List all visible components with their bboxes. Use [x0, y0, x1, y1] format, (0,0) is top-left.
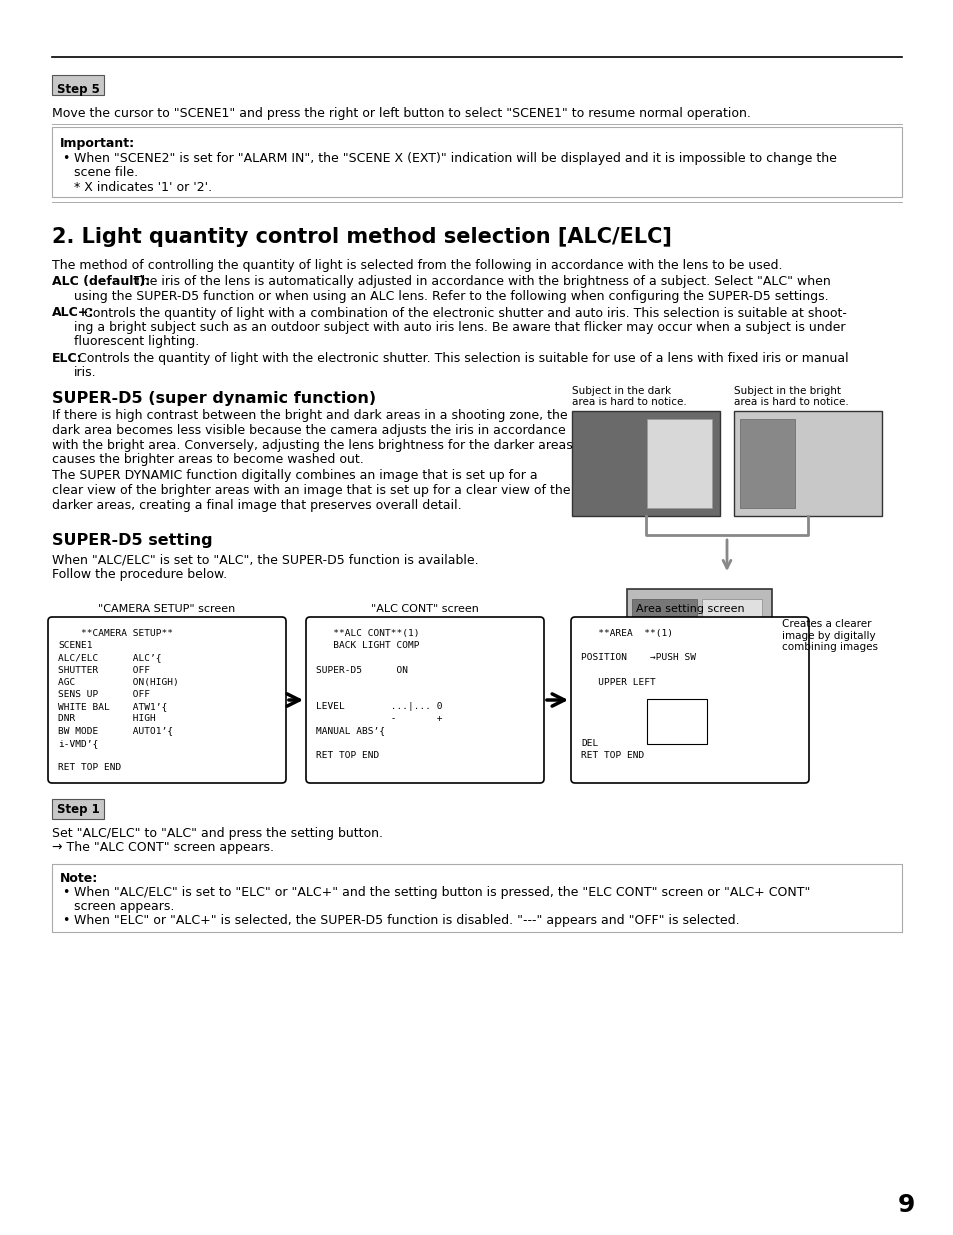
Text: RET TOP END: RET TOP END: [580, 751, 643, 760]
Text: iris.: iris.: [74, 367, 96, 379]
Text: -       +: - +: [315, 714, 442, 724]
Text: * X indicates '1' or '2'.: * X indicates '1' or '2'.: [74, 182, 212, 194]
Text: UPPER LEFT: UPPER LEFT: [580, 678, 655, 687]
Text: The iris of the lens is automatically adjusted in accordance with the brightness: The iris of the lens is automatically ad…: [130, 275, 829, 289]
Text: The SUPER DYNAMIC function digitally combines an image that is set up for a: The SUPER DYNAMIC function digitally com…: [52, 469, 537, 483]
Text: scene file.: scene file.: [74, 165, 138, 179]
Text: darker areas, creating a final image that preserves overall detail.: darker areas, creating a final image tha…: [52, 499, 461, 511]
Bar: [626, 589, 771, 719]
Text: POSITION    →PUSH SW: POSITION →PUSH SW: [580, 653, 696, 662]
Text: SUPER-D5      ON: SUPER-D5 ON: [315, 666, 408, 674]
Text: **CAMERA SETUP**: **CAMERA SETUP**: [58, 629, 172, 638]
Text: BW MODE      AUTO1’{: BW MODE AUTO1’{: [58, 726, 172, 736]
Text: ELC:: ELC:: [52, 352, 83, 366]
Bar: [52, 127, 901, 198]
Text: •: •: [62, 885, 70, 899]
Text: Follow the procedure below.: Follow the procedure below.: [52, 568, 227, 580]
Text: WHITE BAL    ATW1’{: WHITE BAL ATW1’{: [58, 703, 167, 711]
Text: When "ALC/ELC" is set to "ELC" or "ALC+" and the setting button is pressed, the : When "ALC/ELC" is set to "ELC" or "ALC+"…: [74, 885, 809, 899]
Text: clear view of the brighter areas with an image that is set up for a clear view o: clear view of the brighter areas with an…: [52, 484, 570, 496]
Bar: [572, 411, 720, 516]
Text: "ALC CONT" screen: "ALC CONT" screen: [371, 604, 478, 615]
Text: If there is high contrast between the bright and dark areas in a shooting zone, : If there is high contrast between the br…: [52, 410, 567, 422]
Text: ALC+:: ALC+:: [52, 306, 94, 320]
Text: **ALC CONT**(1): **ALC CONT**(1): [315, 629, 419, 638]
Text: Set "ALC/ELC" to "ALC" and press the setting button.: Set "ALC/ELC" to "ALC" and press the set…: [52, 827, 382, 840]
Bar: [52, 75, 104, 95]
Bar: [646, 419, 711, 508]
Text: RET TOP END: RET TOP END: [58, 763, 121, 772]
Text: Controls the quantity of light with a combination of the electronic shutter and : Controls the quantity of light with a co…: [80, 306, 845, 320]
Text: SENS UP      OFF: SENS UP OFF: [58, 690, 150, 699]
Text: causes the brighter areas to become washed out.: causes the brighter areas to become wash…: [52, 453, 363, 466]
Text: SHUTTER      OFF: SHUTTER OFF: [58, 666, 150, 674]
Text: SUPER-D5 setting: SUPER-D5 setting: [52, 534, 213, 548]
Text: Creates a clearer
image by digitally
combining images: Creates a clearer image by digitally com…: [781, 619, 877, 652]
FancyBboxPatch shape: [48, 618, 286, 783]
Text: Important:: Important:: [60, 137, 135, 149]
Text: area is hard to notice.: area is hard to notice.: [733, 396, 848, 408]
Text: Step 5: Step 5: [56, 83, 99, 95]
Text: MANUAL ABS’{: MANUAL ABS’{: [315, 726, 385, 736]
Text: → The "ALC CONT" screen appears.: → The "ALC CONT" screen appears.: [52, 841, 274, 855]
Text: Note:: Note:: [60, 872, 98, 885]
Text: When "SCENE2" is set for "ALARM IN", the "SCENE X (EXT)" indication will be disp: When "SCENE2" is set for "ALARM IN", the…: [74, 152, 836, 165]
Text: Move the cursor to "SCENE1" and press the right or left button to select "SCENE1: Move the cursor to "SCENE1" and press th…: [52, 107, 750, 120]
Text: LEVEL        ...|... 0: LEVEL ...|... 0: [315, 703, 442, 711]
FancyBboxPatch shape: [571, 618, 808, 783]
Text: **AREA  **(1): **AREA **(1): [580, 629, 672, 638]
Text: DNR          HIGH: DNR HIGH: [58, 714, 155, 724]
Bar: [52, 864, 901, 932]
Text: Area setting screen: Area setting screen: [635, 604, 743, 615]
Text: The method of controlling the quantity of light is selected from the following i: The method of controlling the quantity o…: [52, 259, 781, 272]
Text: dark area becomes less visible because the camera adjusts the iris in accordance: dark area becomes less visible because t…: [52, 424, 565, 437]
Text: ALC (default):: ALC (default):: [52, 275, 150, 289]
Bar: [701, 599, 761, 709]
Text: Step 1: Step 1: [56, 803, 99, 815]
Text: with the bright area. Conversely, adjusting the lens brightness for the darker a: with the bright area. Conversely, adjust…: [52, 438, 572, 452]
Bar: [740, 419, 794, 508]
Text: BACK LIGHT COMP: BACK LIGHT COMP: [315, 641, 419, 650]
FancyBboxPatch shape: [306, 618, 543, 783]
Text: 9: 9: [897, 1193, 914, 1216]
Bar: [733, 411, 882, 516]
Bar: [646, 699, 706, 743]
Text: Subject in the bright: Subject in the bright: [733, 387, 841, 396]
Text: When "ELC" or "ALC+" is selected, the SUPER-D5 function is disabled. "---" appea: When "ELC" or "ALC+" is selected, the SU…: [74, 914, 739, 927]
Text: DEL: DEL: [580, 739, 598, 748]
Text: RET TOP END: RET TOP END: [315, 751, 379, 760]
Text: When "ALC/ELC" is set to "ALC", the SUPER-D5 function is available.: When "ALC/ELC" is set to "ALC", the SUPE…: [52, 553, 478, 567]
Text: screen appears.: screen appears.: [74, 900, 174, 913]
Text: AGC          ON(HIGH): AGC ON(HIGH): [58, 678, 178, 687]
Text: 2. Light quantity control method selection [ALC/ELC]: 2. Light quantity control method selecti…: [52, 227, 671, 247]
Text: SUPER-D5 (super dynamic function): SUPER-D5 (super dynamic function): [52, 391, 375, 406]
Text: ALC/ELC      ALC’{: ALC/ELC ALC’{: [58, 653, 161, 662]
Text: fluorescent lighting.: fluorescent lighting.: [74, 336, 199, 348]
Bar: [52, 799, 104, 819]
Text: ing a bright subject such as an outdoor subject with auto iris lens. Be aware th: ing a bright subject such as an outdoor …: [74, 321, 844, 333]
Text: "CAMERA SETUP" screen: "CAMERA SETUP" screen: [98, 604, 235, 615]
Text: SCENE1: SCENE1: [58, 641, 92, 650]
Text: area is hard to notice.: area is hard to notice.: [572, 396, 686, 408]
Text: i-VMD’{: i-VMD’{: [58, 739, 98, 748]
Text: using the SUPER-D5 function or when using an ALC lens. Refer to the following wh: using the SUPER-D5 function or when usin…: [74, 290, 828, 303]
Text: Controls the quantity of light with the electronic shutter. This selection is su: Controls the quantity of light with the …: [74, 352, 848, 366]
Text: •: •: [62, 914, 70, 927]
Bar: [631, 599, 697, 709]
Text: Subject in the dark: Subject in the dark: [572, 387, 670, 396]
Text: •: •: [62, 152, 70, 165]
